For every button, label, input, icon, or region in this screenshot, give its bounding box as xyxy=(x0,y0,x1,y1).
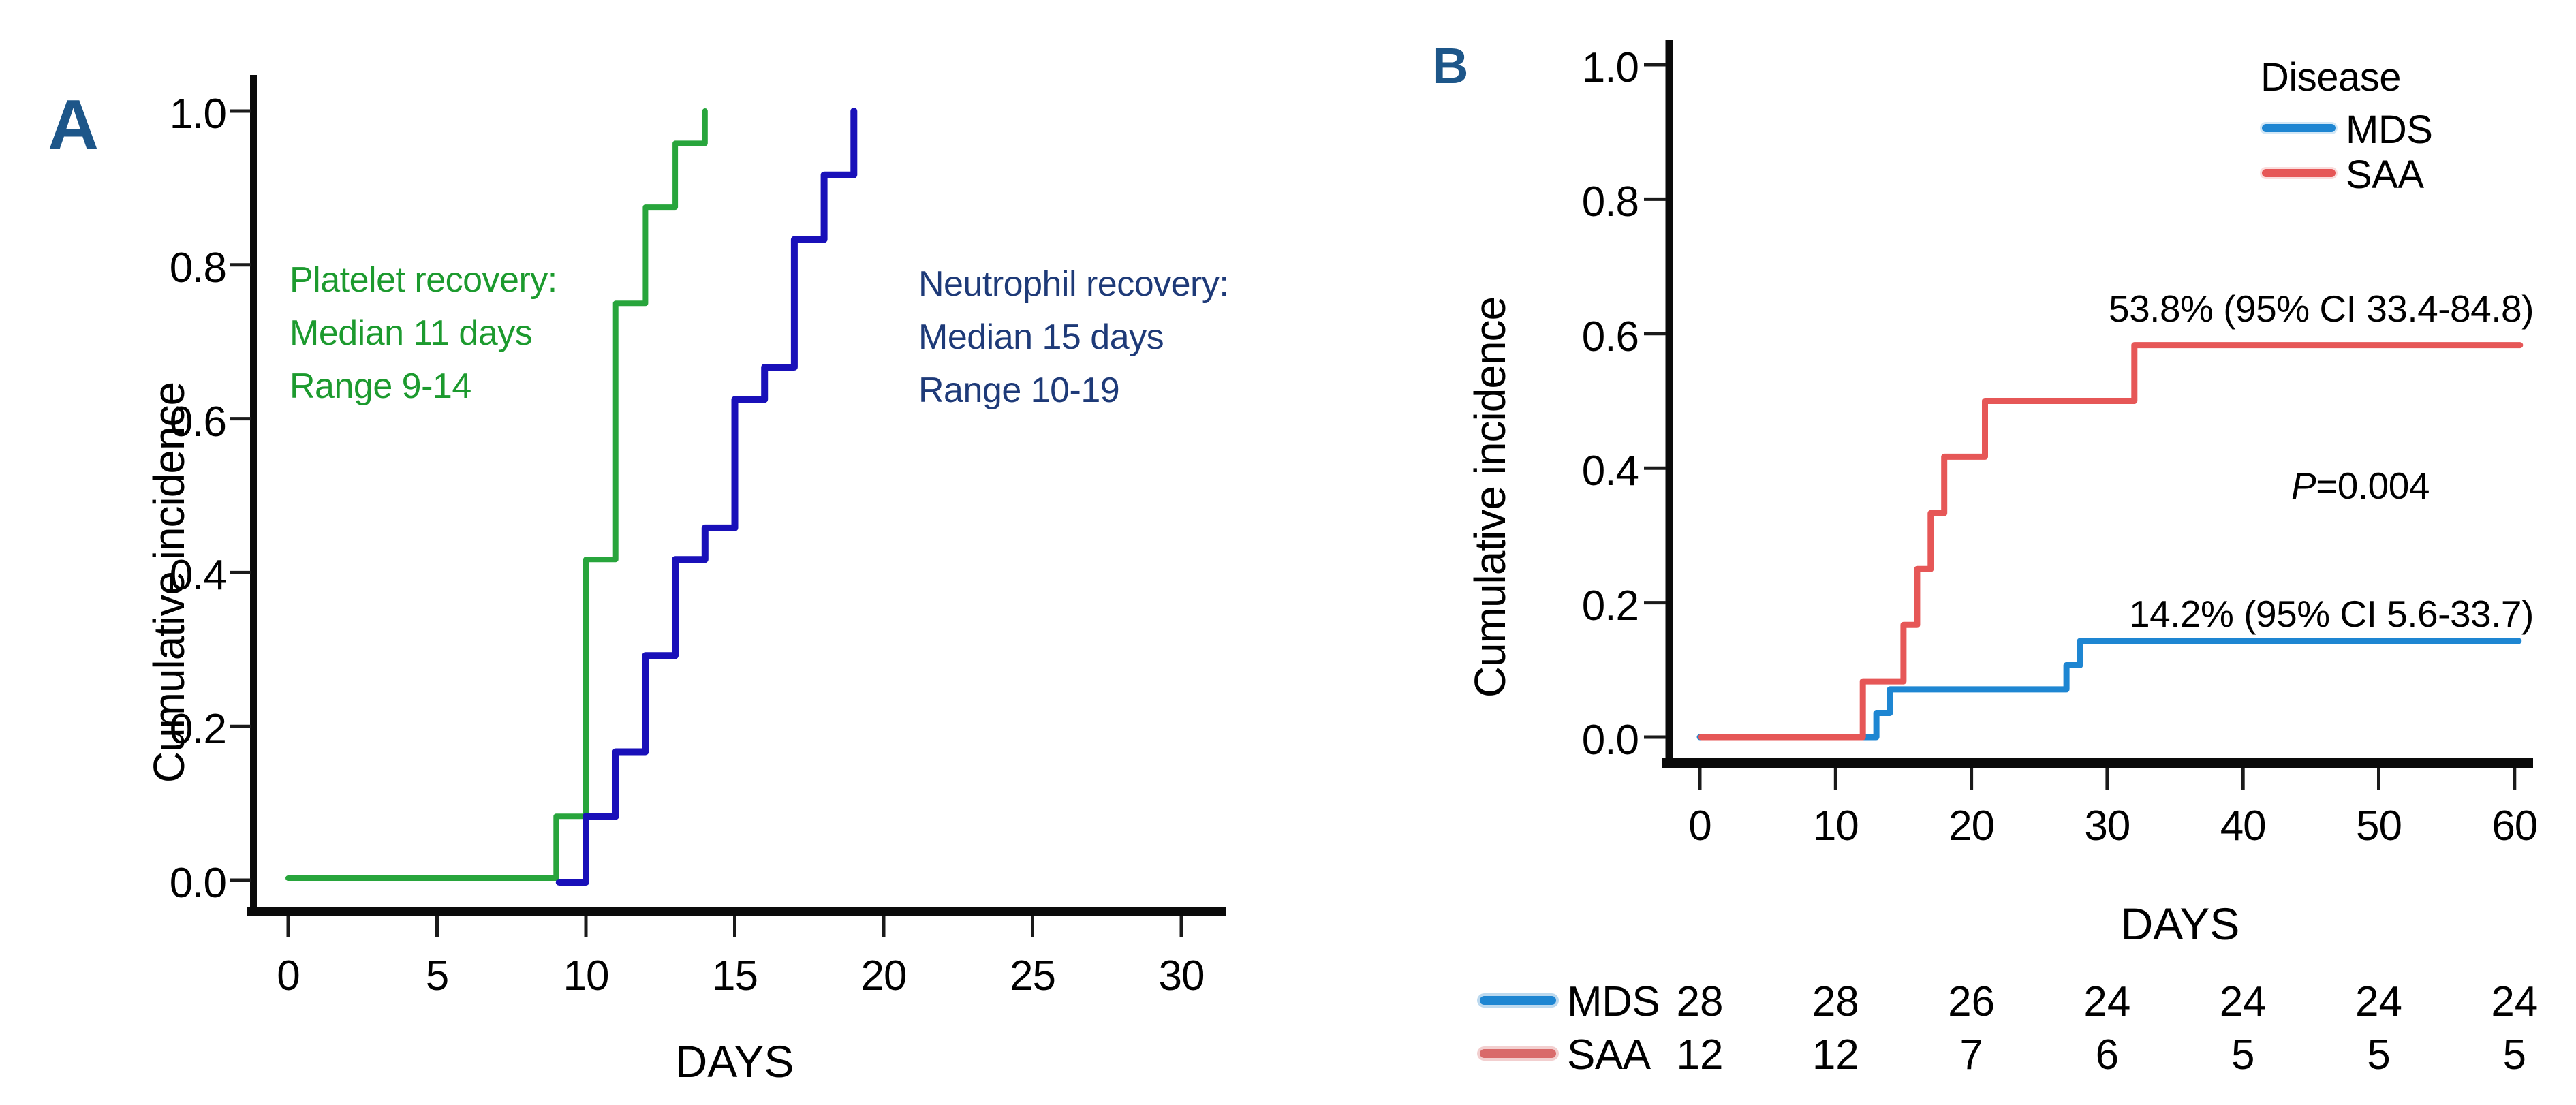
p-value-symbol: P xyxy=(2291,465,2316,507)
panel-a-x-tick-label-0: 0 xyxy=(277,952,300,999)
panel-b-y-tick-label-1.0: 1.0 xyxy=(1581,44,1639,91)
saa-estimate-annotation: 53.8% (95% CI 33.4-84.8) xyxy=(2109,287,2534,330)
panel-a-x-axis-title: DAYS xyxy=(674,1036,794,1087)
platelet-annotation-line1: Platelet recovery: xyxy=(290,260,557,300)
platelet-annotation: Platelet recovery: Median 11 days Range … xyxy=(290,253,557,413)
risk-row-swatch-saa xyxy=(1480,1049,1556,1058)
panel-b-y-tick-label-0.6: 0.6 xyxy=(1581,313,1639,360)
risk-count-saa-day40: 5 xyxy=(2231,1031,2255,1078)
risk-count-mds-day50: 24 xyxy=(2355,978,2402,1025)
p-value-annotation: P=0.004 xyxy=(2291,465,2430,507)
panel-b-x-tick-label-0: 0 xyxy=(1688,803,1711,850)
panel-b-x-tick-label-30: 30 xyxy=(2084,803,2130,850)
panel-a-y-tick-label-0.4: 0.4 xyxy=(169,552,227,600)
panel-b-label: B xyxy=(1432,37,1469,94)
legend-item-saa: SAA xyxy=(2346,153,2424,197)
panel-a-x-tick-label-20: 20 xyxy=(860,952,907,999)
platelet-annotation-line2: Median 11 days xyxy=(290,313,533,353)
risk-count-mds-day0: 28 xyxy=(1676,978,1724,1025)
risk-count-mds-day30: 24 xyxy=(2083,978,2131,1025)
SAA-curve xyxy=(1698,342,2524,741)
neutrophil-annotation-line2: Median 15 days xyxy=(918,317,1164,357)
risk-count-mds-day60: 24 xyxy=(2491,978,2539,1025)
neutrophil-annotation: Neutrophil recovery: Median 15 days Rang… xyxy=(918,258,1229,417)
panel-a-y-tick-label-0.6: 0.6 xyxy=(169,398,227,446)
panel-b-y-tick-label-0.0: 0.0 xyxy=(1581,717,1639,764)
panel-b-y-tick-label-0.4: 0.4 xyxy=(1581,448,1639,495)
panel-b-y-tick-label-0.8: 0.8 xyxy=(1581,178,1639,226)
MDS-curve xyxy=(1696,638,2522,741)
risk-count-saa-day10: 12 xyxy=(1812,1031,1859,1078)
neutrophil-annotation-line1: Neutrophil recovery: xyxy=(918,264,1229,304)
risk-row-label-saa: SAA xyxy=(1567,1031,1651,1078)
panel-a-x-tick-label-10: 10 xyxy=(563,952,610,999)
neutrophil-annotation-line3: Range 10-19 xyxy=(918,371,1120,410)
panel-a-y-tick-label-1.0: 1.0 xyxy=(169,91,227,138)
panel-a-y-tick-label-0.0: 0.0 xyxy=(169,860,227,907)
panel-b-x-tick-label-60: 60 xyxy=(2492,803,2538,850)
legend-swatch-saa xyxy=(2262,169,2336,177)
panel-a-y-tick-label-0.8: 0.8 xyxy=(169,244,227,292)
panel-b-y-tick-label-0.2: 0.2 xyxy=(1581,582,1639,629)
panel-a-x-tick-label-5: 5 xyxy=(425,952,449,999)
risk-count-saa-day50: 5 xyxy=(2367,1031,2391,1078)
panel-b-x-tick-label-40: 40 xyxy=(2220,803,2267,850)
risk-count-mds-day20: 26 xyxy=(1948,978,1996,1025)
risk-count-mds-day10: 28 xyxy=(1812,978,1859,1025)
panel-b-x-axis-title: DAYS xyxy=(2120,899,2240,949)
panel-b-x-tick-label-10: 10 xyxy=(1812,803,1859,850)
mds-estimate-annotation: 14.2% (95% CI 5.6-33.7) xyxy=(2129,593,2534,635)
legend-swatch-mds xyxy=(2262,124,2336,132)
risk-count-saa-day0: 12 xyxy=(1676,1031,1724,1078)
legend-item-mds: MDS xyxy=(2346,108,2433,152)
panel-a-x-tick-label-25: 25 xyxy=(1010,952,1056,999)
p-value-number: =0.004 xyxy=(2316,465,2430,507)
panel-a-label: A xyxy=(48,86,99,165)
panel-b-y-axis-title: Cumulative incidence xyxy=(1465,296,1515,698)
panel-b-x-tick-label-50: 50 xyxy=(2356,803,2402,850)
panel-b-x-tick-label-20: 20 xyxy=(1949,803,1995,850)
risk-count-saa-day20: 7 xyxy=(1959,1031,1983,1078)
platelet-annotation-line3: Range 9-14 xyxy=(290,367,471,406)
neutrophil-recovery-curve xyxy=(555,108,858,886)
risk-count-saa-day60: 5 xyxy=(2502,1031,2527,1078)
risk-row-label-mds: MDS xyxy=(1567,978,1660,1025)
risk-count-saa-day30: 6 xyxy=(2095,1031,2120,1078)
panel-a-x-tick-label-15: 15 xyxy=(712,952,758,999)
panel-a-y-tick-label-0.2: 0.2 xyxy=(169,706,227,753)
risk-row-swatch-mds xyxy=(1480,996,1556,1005)
risk-count-mds-day40: 24 xyxy=(2219,978,2267,1025)
legend-title: Disease xyxy=(2261,55,2402,99)
platelet-recovery-curve xyxy=(285,108,708,881)
panel-a-x-tick-label-30: 30 xyxy=(1158,952,1205,999)
